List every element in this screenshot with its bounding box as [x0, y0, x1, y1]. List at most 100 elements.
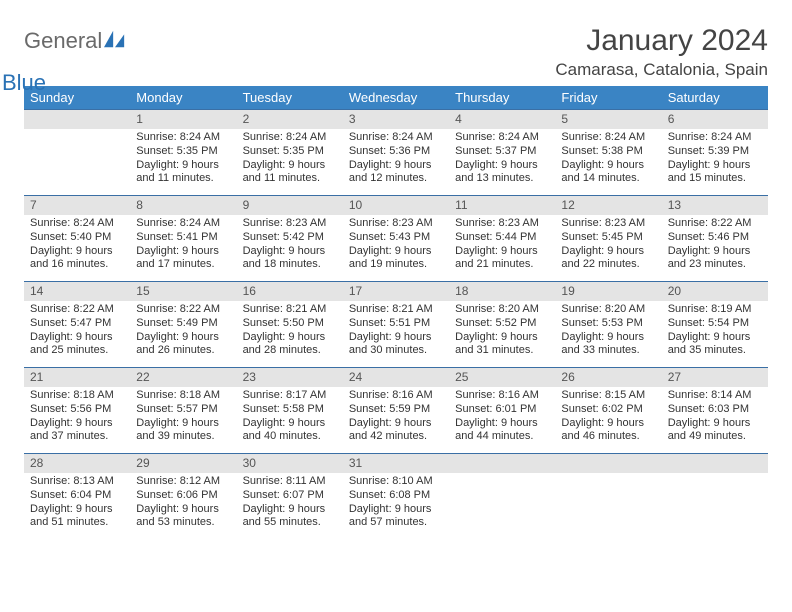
sunset-line: Sunset: 5:52 PM [455, 317, 549, 331]
sunset-line: Sunset: 5:56 PM [30, 403, 124, 417]
logo: General Blue [24, 24, 126, 74]
daylight-line: Daylight: 9 hours and 23 minutes. [668, 245, 762, 273]
calendar-day-cell: 13Sunrise: 8:22 AMSunset: 5:46 PMDayligh… [662, 196, 768, 282]
day-details: Sunrise: 8:23 AMSunset: 5:42 PMDaylight:… [237, 215, 343, 276]
sunrise-line: Sunrise: 8:20 AM [561, 303, 655, 317]
sunset-line: Sunset: 5:39 PM [668, 145, 762, 159]
sunset-line: Sunset: 5:45 PM [561, 231, 655, 245]
day-number: 4 [449, 110, 555, 129]
calendar-day-cell: 2Sunrise: 8:24 AMSunset: 5:35 PMDaylight… [237, 110, 343, 196]
day-number: 16 [237, 282, 343, 301]
daylight-line: Daylight: 9 hours and 53 minutes. [136, 503, 230, 531]
day-number: 28 [24, 454, 130, 473]
day-number: 27 [662, 368, 768, 387]
calendar-day-cell: 29Sunrise: 8:12 AMSunset: 6:06 PMDayligh… [130, 454, 236, 540]
day-number: 13 [662, 196, 768, 215]
day-details: Sunrise: 8:22 AMSunset: 5:47 PMDaylight:… [24, 301, 130, 362]
day-number: 3 [343, 110, 449, 129]
calendar-day-cell [24, 110, 130, 196]
logo-sail-icon [104, 30, 126, 48]
calendar-body: 1Sunrise: 8:24 AMSunset: 5:35 PMDaylight… [24, 110, 768, 540]
daylight-line: Daylight: 9 hours and 35 minutes. [668, 331, 762, 359]
sunrise-line: Sunrise: 8:24 AM [30, 217, 124, 231]
day-details: Sunrise: 8:23 AMSunset: 5:45 PMDaylight:… [555, 215, 661, 276]
day-details: Sunrise: 8:24 AMSunset: 5:37 PMDaylight:… [449, 129, 555, 190]
daylight-line: Daylight: 9 hours and 55 minutes. [243, 503, 337, 531]
daylight-line: Daylight: 9 hours and 44 minutes. [455, 417, 549, 445]
day-number: 21 [24, 368, 130, 387]
daylight-line: Daylight: 9 hours and 15 minutes. [668, 159, 762, 187]
daylight-line: Daylight: 9 hours and 21 minutes. [455, 245, 549, 273]
day-details: Sunrise: 8:24 AMSunset: 5:35 PMDaylight:… [237, 129, 343, 190]
day-number: 6 [662, 110, 768, 129]
sunrise-line: Sunrise: 8:21 AM [243, 303, 337, 317]
calendar-day-cell: 30Sunrise: 8:11 AMSunset: 6:07 PMDayligh… [237, 454, 343, 540]
day-details: Sunrise: 8:22 AMSunset: 5:46 PMDaylight:… [662, 215, 768, 276]
day-number: 31 [343, 454, 449, 473]
day-details: Sunrise: 8:12 AMSunset: 6:06 PMDaylight:… [130, 473, 236, 534]
day-details: Sunrise: 8:24 AMSunset: 5:35 PMDaylight:… [130, 129, 236, 190]
day-number [449, 454, 555, 473]
daylight-line: Daylight: 9 hours and 57 minutes. [349, 503, 443, 531]
sunset-line: Sunset: 5:38 PM [561, 145, 655, 159]
day-details: Sunrise: 8:11 AMSunset: 6:07 PMDaylight:… [237, 473, 343, 534]
day-number: 30 [237, 454, 343, 473]
sunrise-line: Sunrise: 8:11 AM [243, 475, 337, 489]
daylight-line: Daylight: 9 hours and 12 minutes. [349, 159, 443, 187]
day-number [555, 454, 661, 473]
calendar-week-row: 14Sunrise: 8:22 AMSunset: 5:47 PMDayligh… [24, 282, 768, 368]
calendar-day-cell [555, 454, 661, 540]
sunset-line: Sunset: 5:54 PM [668, 317, 762, 331]
sunrise-line: Sunrise: 8:22 AM [136, 303, 230, 317]
calendar-day-cell: 31Sunrise: 8:10 AMSunset: 6:08 PMDayligh… [343, 454, 449, 540]
sunset-line: Sunset: 5:35 PM [243, 145, 337, 159]
daylight-line: Daylight: 9 hours and 30 minutes. [349, 331, 443, 359]
day-details: Sunrise: 8:18 AMSunset: 5:56 PMDaylight:… [24, 387, 130, 448]
weekday-header: Thursday [449, 86, 555, 110]
calendar-day-cell: 3Sunrise: 8:24 AMSunset: 5:36 PMDaylight… [343, 110, 449, 196]
weekday-header: Tuesday [237, 86, 343, 110]
daylight-line: Daylight: 9 hours and 39 minutes. [136, 417, 230, 445]
calendar-day-cell: 28Sunrise: 8:13 AMSunset: 6:04 PMDayligh… [24, 454, 130, 540]
sunset-line: Sunset: 5:35 PM [136, 145, 230, 159]
calendar-day-cell: 9Sunrise: 8:23 AMSunset: 5:42 PMDaylight… [237, 196, 343, 282]
day-number: 19 [555, 282, 661, 301]
day-number: 11 [449, 196, 555, 215]
weekday-header: Friday [555, 86, 661, 110]
day-details: Sunrise: 8:24 AMSunset: 5:41 PMDaylight:… [130, 215, 236, 276]
daylight-line: Daylight: 9 hours and 19 minutes. [349, 245, 443, 273]
calendar-week-row: 21Sunrise: 8:18 AMSunset: 5:56 PMDayligh… [24, 368, 768, 454]
weekday-header: Saturday [662, 86, 768, 110]
daylight-line: Daylight: 9 hours and 42 minutes. [349, 417, 443, 445]
daylight-line: Daylight: 9 hours and 22 minutes. [561, 245, 655, 273]
sunset-line: Sunset: 5:47 PM [30, 317, 124, 331]
daylight-line: Daylight: 9 hours and 37 minutes. [30, 417, 124, 445]
day-details: Sunrise: 8:21 AMSunset: 5:51 PMDaylight:… [343, 301, 449, 362]
calendar-day-cell: 22Sunrise: 8:18 AMSunset: 5:57 PMDayligh… [130, 368, 236, 454]
day-number: 23 [237, 368, 343, 387]
sunrise-line: Sunrise: 8:23 AM [455, 217, 549, 231]
sunset-line: Sunset: 6:04 PM [30, 489, 124, 503]
sunrise-line: Sunrise: 8:12 AM [136, 475, 230, 489]
day-details: Sunrise: 8:16 AMSunset: 6:01 PMDaylight:… [449, 387, 555, 448]
location: Camarasa, Catalonia, Spain [555, 60, 768, 80]
calendar-header-row: SundayMondayTuesdayWednesdayThursdayFrid… [24, 86, 768, 110]
day-number: 15 [130, 282, 236, 301]
sunrise-line: Sunrise: 8:20 AM [455, 303, 549, 317]
day-number: 20 [662, 282, 768, 301]
day-number: 29 [130, 454, 236, 473]
daylight-line: Daylight: 9 hours and 46 minutes. [561, 417, 655, 445]
calendar-day-cell: 7Sunrise: 8:24 AMSunset: 5:40 PMDaylight… [24, 196, 130, 282]
calendar-day-cell: 10Sunrise: 8:23 AMSunset: 5:43 PMDayligh… [343, 196, 449, 282]
daylight-line: Daylight: 9 hours and 49 minutes. [668, 417, 762, 445]
day-details: Sunrise: 8:23 AMSunset: 5:44 PMDaylight:… [449, 215, 555, 276]
sunrise-line: Sunrise: 8:23 AM [243, 217, 337, 231]
logo-text-general: General [24, 30, 102, 52]
sunset-line: Sunset: 5:57 PM [136, 403, 230, 417]
day-number: 14 [24, 282, 130, 301]
day-number: 7 [24, 196, 130, 215]
sunrise-line: Sunrise: 8:18 AM [136, 389, 230, 403]
sunset-line: Sunset: 6:02 PM [561, 403, 655, 417]
daylight-line: Daylight: 9 hours and 11 minutes. [136, 159, 230, 187]
daylight-line: Daylight: 9 hours and 11 minutes. [243, 159, 337, 187]
